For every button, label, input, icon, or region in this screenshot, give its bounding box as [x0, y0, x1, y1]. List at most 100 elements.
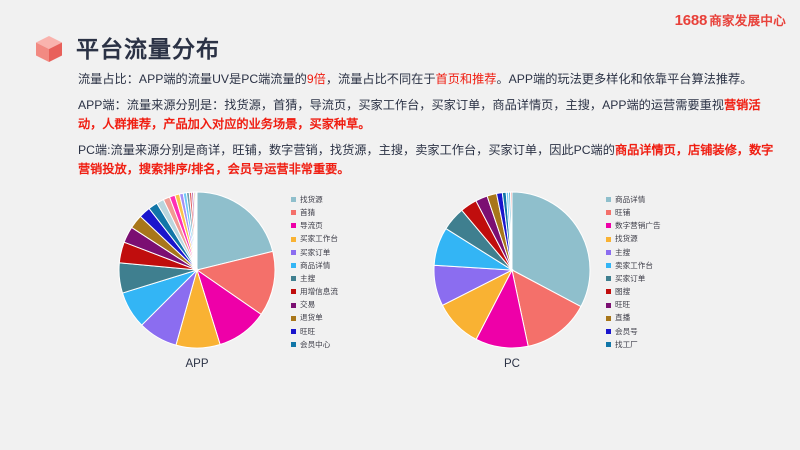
- chart-pc: PC 商品详情旺铺数字营销广告 找货源主搜卖家工作台买家订单图搜旺旺直播 会员号找工…: [410, 190, 740, 400]
- paragraph-app-side: APP端：流量来源分别是：找货源，首猜，导流页，买家工作台，买家订单，商品详情页…: [78, 96, 780, 134]
- legend-item[interactable]: 旺铺: [606, 206, 661, 219]
- legend-item[interactable]: 数字营销广告: [606, 219, 661, 232]
- pie-svg: [118, 191, 276, 349]
- legend-item[interactable]: 导流页: [291, 219, 338, 232]
- legend-swatch-icon: [291, 342, 296, 348]
- legend-label: 买家订单: [300, 247, 331, 257]
- legend-label: 卖家工作台: [615, 260, 653, 270]
- chart-app: APP 找货源 首猜导流页买家工作台买家订单商品详情主搜用增信息流交易退货单旺旺会…: [95, 190, 425, 400]
- page-title: 平台流量分布: [76, 35, 220, 62]
- legend-label: 买家订单: [615, 273, 646, 283]
- text-run: 营销活动，人群推荐，产品加入对应的业务场景，买家种草。: [78, 97, 761, 131]
- legend-swatch-icon: [291, 328, 296, 334]
- chart-app-label: APP: [185, 358, 209, 370]
- legend-item[interactable]: 首猜: [291, 206, 338, 219]
- legend-item[interactable]: 直播: [606, 312, 661, 325]
- legend-label: 首猜: [300, 207, 316, 217]
- legend-swatch-icon: [606, 210, 611, 216]
- legend-swatch-icon: [291, 249, 296, 255]
- legend-label: 商品详情: [300, 260, 331, 270]
- pie-slice[interactable]: [195, 191, 198, 271]
- text-run: 9倍: [306, 72, 326, 86]
- pie-slice[interactable]: [195, 250, 276, 316]
- legend-label: 旺旺: [300, 326, 316, 336]
- cube-icon: [34, 34, 64, 64]
- body-text: 流量占比：APP端的流量UV是PC端流量的9倍，流量占比不同在于首页和推荐。AP…: [78, 70, 780, 179]
- legend-item[interactable]: 买家订单: [606, 272, 661, 285]
- legend-item[interactable]: 旺旺: [291, 325, 338, 338]
- brand-number: 1688: [674, 12, 708, 29]
- legend-label: 数字营销广告: [615, 221, 661, 231]
- legend-label: 主搜: [300, 273, 316, 283]
- text-run: APP端：流量来源分别是：找货源，首猜，导流页，买家工作台，买家订单，商品详情页…: [78, 97, 724, 112]
- legend-item[interactable]: 主搜: [606, 246, 661, 259]
- legend-swatch-icon: [606, 263, 611, 269]
- legend-swatch-icon: [291, 210, 296, 216]
- legend-swatch-icon: [606, 328, 611, 334]
- legend-swatch-icon: [291, 223, 296, 229]
- paragraph-traffic-ratio: 流量占比：APP端的流量UV是PC端流量的9倍，流量占比不同在于首页和推荐。AP…: [78, 70, 780, 89]
- legend-swatch-icon: [606, 276, 611, 282]
- legend-swatch-icon: [606, 302, 611, 308]
- legend-label: 主搜: [615, 247, 631, 257]
- legend-label: 买家工作台: [300, 234, 338, 244]
- text-run: 首页和推荐: [435, 72, 497, 86]
- legend-item[interactable]: 退货单: [291, 312, 338, 325]
- legend-label: 退货单: [300, 313, 323, 323]
- legend-item[interactable]: 卖家工作台: [606, 259, 661, 272]
- legend-swatch-icon: [606, 236, 611, 242]
- legend-label: 会员中心: [300, 339, 331, 349]
- legend-item[interactable]: 买家工作台: [291, 233, 338, 246]
- legend-swatch-icon: [606, 223, 611, 229]
- legend-item[interactable]: 交易: [291, 299, 338, 312]
- pie-slice[interactable]: [510, 191, 513, 271]
- legend-label: 图搜: [615, 287, 631, 297]
- legend-item[interactable]: 商品详情: [606, 193, 661, 206]
- legend-swatch-icon: [606, 342, 611, 348]
- legend-item[interactable]: 买家订单: [291, 246, 338, 259]
- legend-item[interactable]: 图搜: [606, 285, 661, 298]
- legend-swatch-icon: [291, 276, 296, 282]
- pie-slice[interactable]: [196, 191, 274, 271]
- legend-label: 用增信息流: [300, 287, 338, 297]
- legend-item[interactable]: 旺旺: [606, 299, 661, 312]
- brand-logo: 1688 商家发展中心: [675, 10, 786, 29]
- paragraph-pc-side: PC端:流量来源分别是商详，旺铺，数字营销，找货源，主搜，卖家工作台，买家订单，…: [78, 141, 780, 179]
- legend-item[interactable]: 会员号: [606, 325, 661, 338]
- legend-swatch-icon: [291, 302, 296, 308]
- legend-item[interactable]: 商品详情: [291, 259, 338, 272]
- legend-label: 旺旺: [615, 300, 631, 310]
- legend-item[interactable]: 用增信息流: [291, 285, 338, 298]
- legend-item[interactable]: 找工厂: [606, 338, 661, 351]
- text-run: 商品详情页，店铺装修，数字营销投放，搜索排序/排名，会员号运营非常重要。: [78, 142, 774, 176]
- legend-swatch-icon: [291, 289, 296, 295]
- legend-label: 会员号: [615, 326, 638, 336]
- brand-name: 商家发展中心: [709, 14, 786, 28]
- pie-slice[interactable]: [511, 269, 582, 347]
- legend-label: 找货源: [615, 234, 638, 244]
- legend-pc: 商品详情旺铺数字营销广告 找货源主搜卖家工作台买家订单图搜旺旺直播 会员号找工厂: [606, 193, 661, 351]
- charts-area: APP 找货源 首猜 导流页 买家工作台 买家订单 商品详情 主搜 用增信息流 交易 退货单 旺旺会…: [0, 190, 800, 400]
- legend-label: 商品详情: [615, 194, 646, 204]
- legend-label: 找工厂: [615, 339, 638, 349]
- pie-slice[interactable]: [511, 191, 591, 308]
- legend-swatch-icon: [291, 315, 296, 321]
- pie-pc: [432, 190, 592, 350]
- legend-app: 找货源 首猜导流页买家工作台买家订单商品详情主搜用增信息流交易退货单旺旺会员中心: [291, 193, 338, 351]
- legend-swatch-icon: [606, 289, 611, 295]
- text-run: 流量占比：APP端的流量UV是PC端流量的: [78, 72, 307, 86]
- legend-item[interactable]: 找货源: [291, 193, 338, 206]
- legend-label: 导流页: [300, 221, 323, 231]
- legend-item[interactable]: 找货源: [606, 233, 661, 246]
- legend-label: 旺铺: [615, 207, 631, 217]
- legend-label: 交易: [300, 300, 316, 310]
- legend-item[interactable]: 会员中心: [291, 338, 338, 351]
- legend-item[interactable]: 主搜: [291, 272, 338, 285]
- pie-svg: [433, 191, 591, 349]
- legend-swatch-icon: [606, 249, 611, 255]
- legend-swatch-icon: [606, 315, 611, 321]
- text-run: ，流量占比不同在于: [325, 72, 436, 86]
- pie-app: [117, 190, 277, 350]
- chart-pc-label: PC: [504, 358, 520, 370]
- text-run: 。APP端的玩法更多样化和依靠平台算法推荐。: [496, 72, 753, 86]
